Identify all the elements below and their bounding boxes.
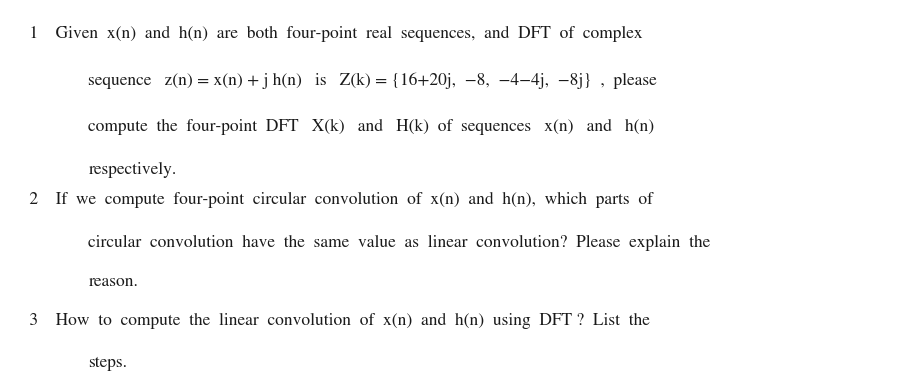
Text: steps.: steps. — [88, 355, 127, 371]
Text: circular  convolution  have  the  same  value  as  linear  convolution?  Please : circular convolution have the same value… — [88, 235, 711, 251]
Text: reason.: reason. — [88, 274, 138, 290]
Text: （2）   If  we  compute  four-point  circular  convolution  of  x(n)  and  h(n),  : （2） If we compute four-point circular co… — [25, 192, 653, 208]
Text: respectively.: respectively. — [88, 162, 177, 178]
Text: （1）   Given  x(n)  and  h(n)  are  both  four-point  real  sequences,  and  DFT : （1） Given x(n) and h(n) are both four-po… — [25, 25, 643, 42]
Text: compute  the  four-point  DFT   X(k)   and   H(k)  of  sequences   x(n)   and   : compute the four-point DFT X(k) and H(k)… — [88, 119, 655, 135]
Text: （3）   How  to  compute  the  linear  convolution  of  x(n)  and  h(n)  using  DF: （3） How to compute the linear convolutio… — [25, 313, 650, 329]
Text: sequence   z(n) = x(n) + j h(n)   is   Z(k) = {16+20j,  −8,  −4−4j,  −8j}  ,  pl: sequence z(n) = x(n) + j h(n) is Z(k) = … — [88, 73, 658, 89]
